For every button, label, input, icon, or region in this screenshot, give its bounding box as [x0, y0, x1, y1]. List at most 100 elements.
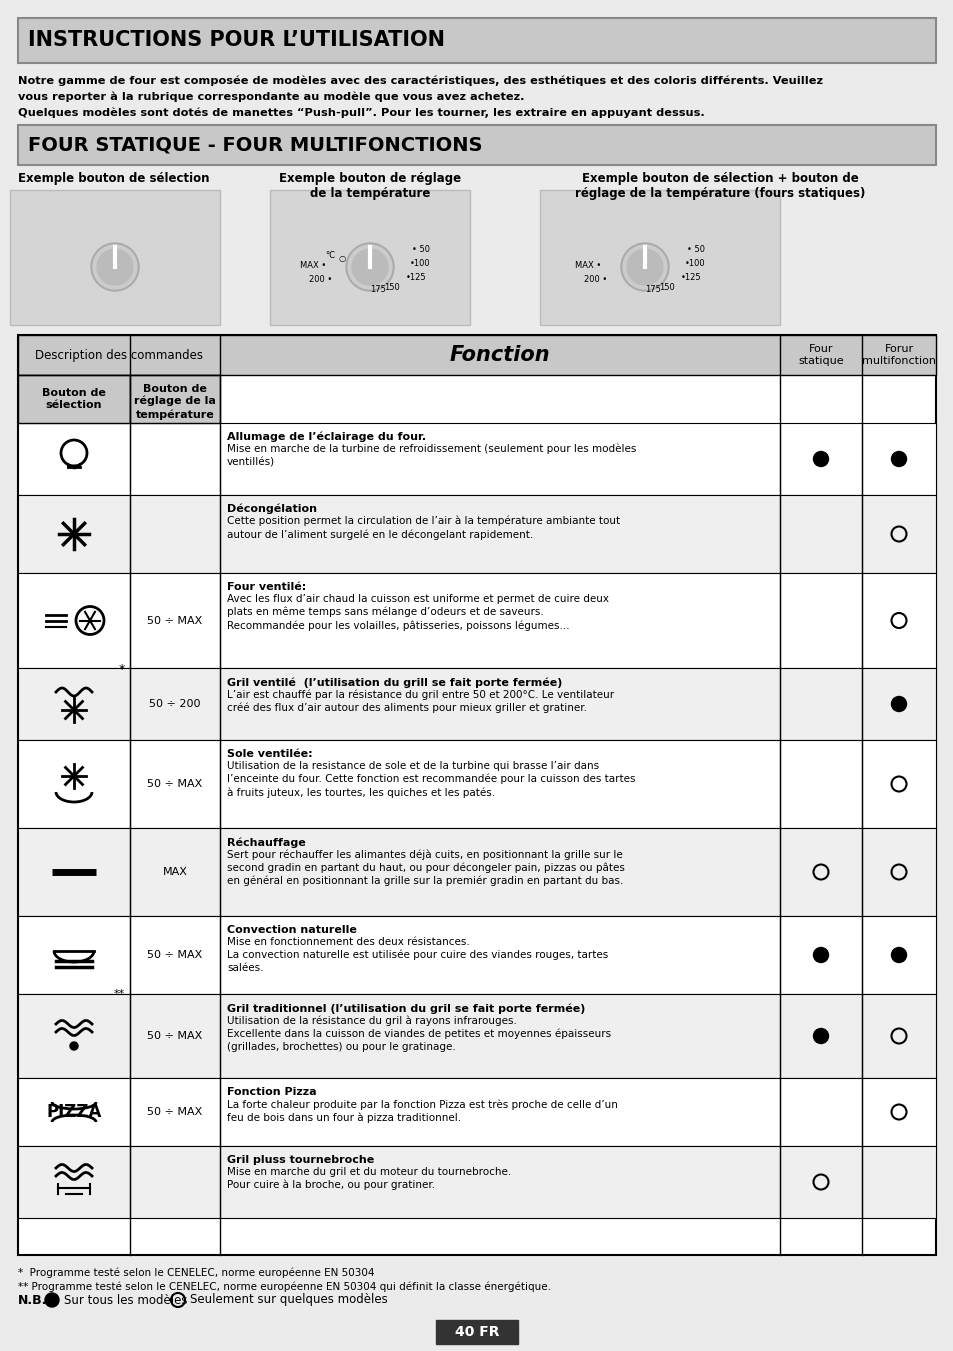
Circle shape	[45, 1293, 59, 1306]
Text: Bouton de
sélection: Bouton de sélection	[42, 388, 106, 409]
Text: •125: •125	[680, 273, 700, 281]
Text: 175: 175	[644, 285, 660, 293]
Text: Gril ventilé  (l’utilisation du grill se fait porte fermée): Gril ventilé (l’utilisation du grill se …	[227, 677, 561, 688]
Text: 50 ÷ MAX: 50 ÷ MAX	[147, 950, 202, 961]
Text: °C: °C	[325, 250, 335, 259]
Text: *: *	[118, 663, 125, 676]
Text: Gril pluss tournebroche: Gril pluss tournebroche	[227, 1155, 374, 1165]
Circle shape	[890, 697, 905, 712]
Text: MAX: MAX	[162, 867, 187, 877]
Text: 40 FR: 40 FR	[455, 1325, 498, 1339]
Bar	[18, 335, 935, 376]
Bar	[18, 126, 935, 165]
Text: ○: ○	[338, 254, 345, 263]
Bar	[18, 667, 935, 740]
Text: Allumage de l’éclairage du four.: Allumage de l’éclairage du four.	[227, 432, 426, 443]
Text: 150: 150	[384, 282, 399, 292]
Text: Sur tous les modèles: Sur tous les modèles	[64, 1293, 188, 1306]
Bar	[270, 190, 470, 326]
Text: ** Programme testé selon le CENELEC, norme européenne EN 50304 qui définit la cl: ** Programme testé selon le CENELEC, nor…	[18, 1282, 551, 1293]
Circle shape	[92, 245, 137, 289]
Text: vous reporter à la rubrique correspondante au modèle que vous avez achetez.: vous reporter à la rubrique correspondan…	[18, 91, 524, 101]
Text: Avec les flux d’air chaud la cuisson est uniforme et permet de cuire deux
plats : Avec les flux d’air chaud la cuisson est…	[227, 594, 608, 631]
Text: 50 ÷ MAX: 50 ÷ MAX	[147, 616, 202, 626]
Text: INSTRUCTIONS POUR L’UTILISATION: INSTRUCTIONS POUR L’UTILISATION	[28, 31, 444, 50]
Circle shape	[890, 947, 905, 962]
Text: Cette position permet la circulation de l’air à la température ambiante tout
aut: Cette position permet la circulation de …	[227, 516, 619, 540]
Bar	[18, 1146, 935, 1219]
Circle shape	[890, 451, 905, 466]
Text: MAX •: MAX •	[574, 261, 600, 269]
Bar	[18, 18, 935, 63]
Bar	[18, 494, 935, 573]
Text: FOUR STATIQUE - FOUR MULTIFONCTIONS: FOUR STATIQUE - FOUR MULTIFONCTIONS	[28, 135, 482, 154]
Circle shape	[620, 243, 668, 290]
Text: 200 •: 200 •	[583, 274, 606, 284]
Text: Mise en marche de la turbine de refroidissement (seulement pour les modèles
vent: Mise en marche de la turbine de refroidi…	[227, 444, 636, 467]
Text: *  Programme testé selon le CENELEC, norme européenne EN 50304: * Programme testé selon le CENELEC, norm…	[18, 1269, 375, 1278]
Circle shape	[813, 947, 827, 962]
Text: Four
statique: Four statique	[798, 345, 842, 366]
Circle shape	[348, 245, 392, 289]
Text: Mise en fonctionnement des deux résistances.
La convection naturelle est utilisé: Mise en fonctionnement des deux résistan…	[227, 938, 608, 973]
Text: • 50: • 50	[686, 245, 704, 254]
Text: Sole ventilée:: Sole ventilée:	[227, 748, 313, 759]
Bar	[18, 573, 935, 667]
Text: Exemple bouton de réglage
de la température: Exemple bouton de réglage de la températ…	[278, 172, 460, 200]
Text: 200 •: 200 •	[309, 274, 332, 284]
Text: 50 ÷ MAX: 50 ÷ MAX	[147, 780, 202, 789]
Text: Sert pour réchauffer les alimantes déjà cuits, en positionnant la grille sur le
: Sert pour réchauffer les alimantes déjà …	[227, 848, 624, 886]
Text: La forte chaleur produite par la fonction Pizza est très proche de celle d’un
fe: La forte chaleur produite par la fonctio…	[227, 1098, 618, 1123]
Text: réglage de la: réglage de la	[134, 396, 215, 407]
Text: Mise en marche du gril et du moteur du tournebroche.
Pour cuire à la broche, ou : Mise en marche du gril et du moteur du t…	[227, 1167, 511, 1190]
Text: • 50: • 50	[412, 245, 430, 254]
Bar	[18, 335, 935, 1255]
Text: **: **	[113, 989, 125, 998]
Bar	[18, 1078, 935, 1146]
Text: •100: •100	[684, 258, 705, 267]
Text: Four ventilé:: Four ventilé:	[227, 582, 306, 592]
Text: •125: •125	[406, 273, 426, 281]
Text: Convection naturelle: Convection naturelle	[227, 925, 356, 935]
Circle shape	[70, 1042, 78, 1050]
Circle shape	[346, 243, 394, 290]
Bar	[18, 828, 935, 916]
Text: température: température	[135, 409, 214, 420]
Bar	[18, 740, 935, 828]
Bar	[130, 376, 220, 423]
Text: Quelques modèles sont dotés de manettes “Push-pull”. Pour les tourner, les extra: Quelques modèles sont dotés de manettes …	[18, 107, 704, 118]
Text: Bouton de: Bouton de	[143, 384, 207, 394]
Text: Notre gamme de four est composée de modèles avec des caractéristiques, des esthé: Notre gamme de four est composée de modè…	[18, 76, 822, 85]
Text: Exemple bouton de sélection: Exemple bouton de sélection	[18, 172, 210, 185]
Text: Gril traditionnel (l’utilisation du gril se fait porte fermée): Gril traditionnel (l’utilisation du gril…	[227, 1002, 585, 1013]
Text: L’air est chauffé par la résistance du gril entre 50 et 200°C. Le ventilateur
cr: L’air est chauffé par la résistance du g…	[227, 689, 614, 713]
Text: Exemple bouton de sélection + bouton de
réglage de la température (fours statiqu: Exemple bouton de sélection + bouton de …	[575, 172, 864, 200]
Bar	[539, 190, 780, 326]
Bar	[18, 916, 935, 994]
Circle shape	[813, 1028, 827, 1043]
Text: Fonction Pizza: Fonction Pizza	[227, 1088, 316, 1097]
Bar	[18, 994, 935, 1078]
Circle shape	[622, 245, 666, 289]
Circle shape	[97, 249, 132, 285]
Circle shape	[352, 249, 388, 285]
Bar	[436, 1320, 517, 1344]
Text: Utilisation de la résistance du gril à rayons infrarouges.
Excellente dans la cu: Utilisation de la résistance du gril à r…	[227, 1015, 611, 1052]
Text: Décongélation: Décongélation	[227, 504, 316, 515]
Circle shape	[91, 243, 139, 290]
Circle shape	[626, 249, 662, 285]
Text: 150: 150	[659, 282, 674, 292]
Text: Description des commandes: Description des commandes	[35, 349, 203, 362]
Text: Réchauffage: Réchauffage	[227, 838, 305, 847]
Text: PIZZA: PIZZA	[47, 1102, 102, 1121]
Text: •100: •100	[410, 258, 430, 267]
Bar	[18, 376, 130, 423]
Text: Forur
multifonction: Forur multifonction	[862, 345, 935, 366]
Text: 175: 175	[370, 285, 386, 293]
Text: Utilisation de la resistance de sole et de la turbine qui brasse l’air dans
l’en: Utilisation de la resistance de sole et …	[227, 761, 635, 798]
Circle shape	[813, 451, 827, 466]
Text: N.B.: N.B.	[18, 1293, 48, 1306]
Text: MAX •: MAX •	[299, 261, 326, 269]
Text: Fonction: Fonction	[449, 345, 550, 365]
Text: 50 ÷ 200: 50 ÷ 200	[149, 698, 200, 709]
